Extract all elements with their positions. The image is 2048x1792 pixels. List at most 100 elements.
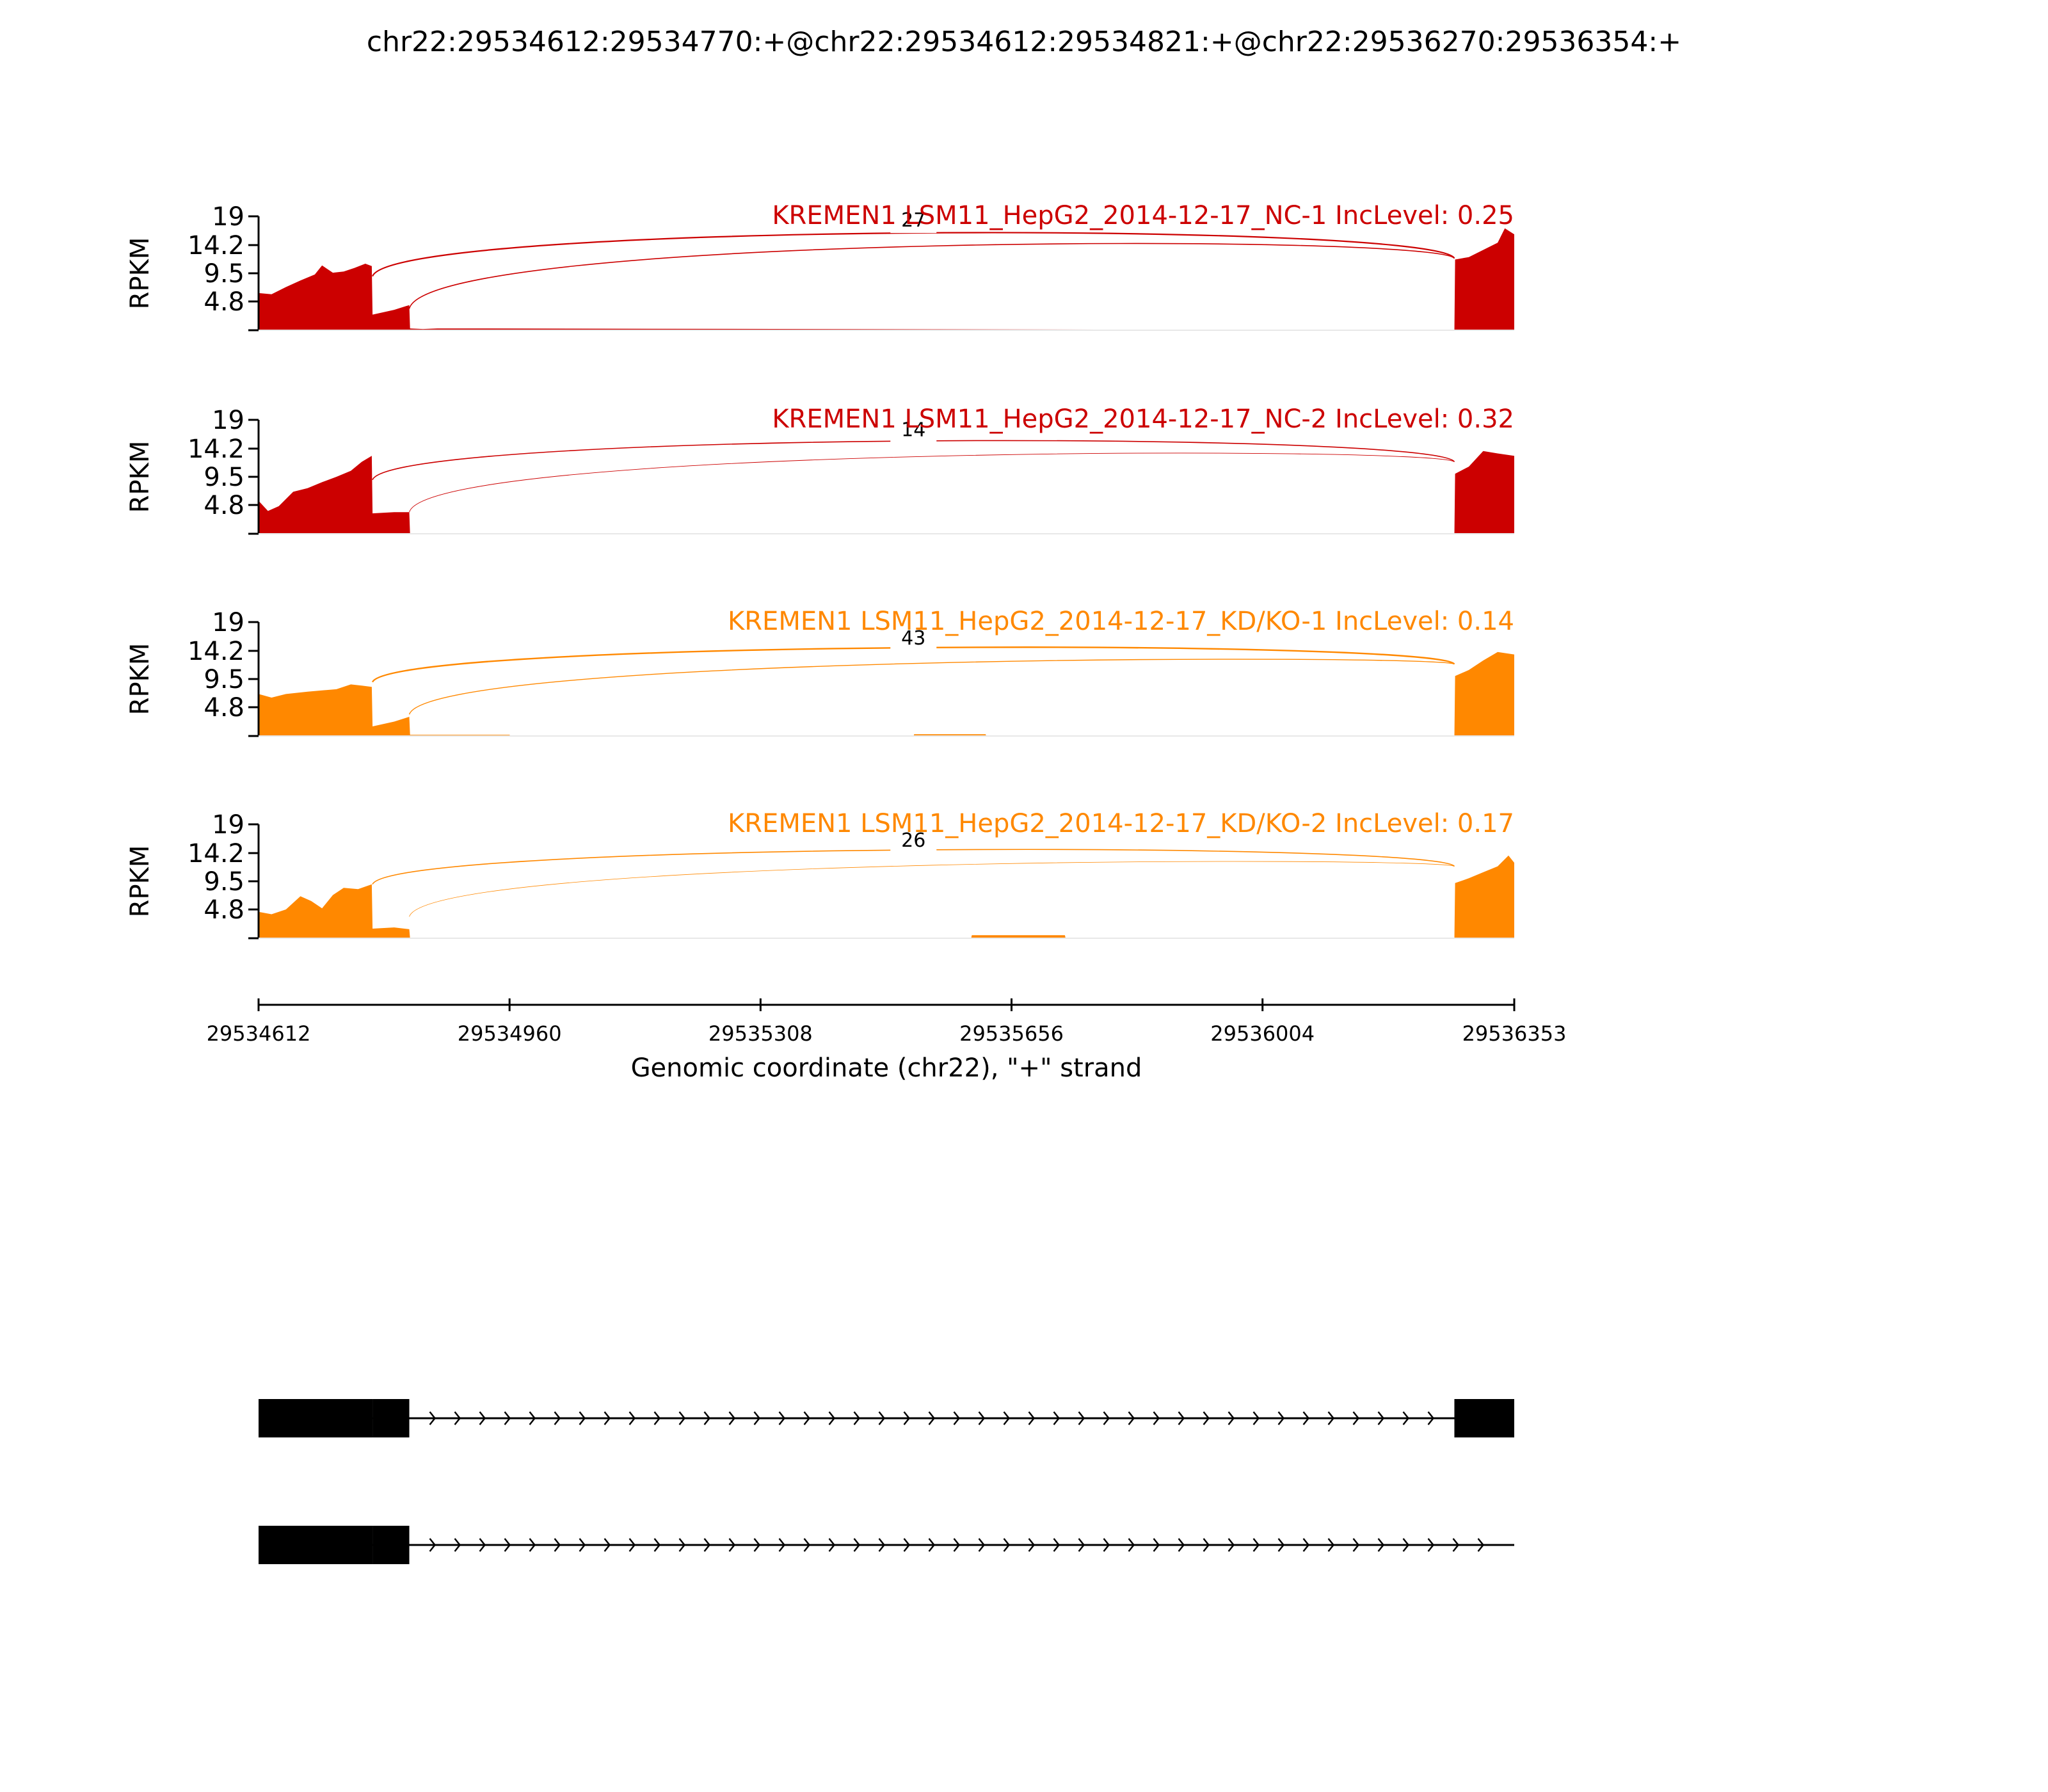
- strand-chevron: [429, 1411, 436, 1425]
- strand-chevron: [1053, 1411, 1060, 1425]
- strand-chevron: [953, 1538, 961, 1552]
- y-tick-label: 9.5: [204, 259, 244, 289]
- strand-chevron: [778, 1538, 786, 1552]
- strand-chevron: [753, 1538, 761, 1552]
- strand-chevron: [1427, 1538, 1435, 1552]
- strand-chevron: [778, 1411, 786, 1425]
- strand-chevron: [1103, 1538, 1110, 1552]
- y-tick-label: 19: [212, 608, 244, 637]
- y-tick-label: 9.5: [204, 463, 244, 492]
- strand-chevron: [454, 1411, 461, 1425]
- track-label: KREMEN1 LSM11_HepG2_2014-12-17_KD/KO-2 I…: [728, 809, 1514, 838]
- strand-chevron: [1402, 1411, 1410, 1425]
- coverage-area: [259, 451, 1514, 534]
- strand-chevron: [604, 1538, 611, 1552]
- strand-chevron: [1128, 1411, 1135, 1425]
- strand-chevron: [479, 1411, 486, 1425]
- strand-chevron: [1427, 1411, 1435, 1425]
- strand-chevron: [1078, 1411, 1085, 1425]
- strand-chevron: [1302, 1538, 1310, 1552]
- y-tick-label: 4.8: [204, 693, 244, 723]
- junction-label-bg: [890, 827, 937, 853]
- strand-chevron: [1153, 1411, 1160, 1425]
- strand-chevron: [529, 1411, 536, 1425]
- strand-chevron: [1477, 1538, 1485, 1552]
- strand-chevron: [878, 1411, 886, 1425]
- y-tick-label: 9.5: [204, 867, 244, 897]
- strand-chevron: [504, 1411, 511, 1425]
- y-tick-label: 19: [212, 202, 244, 232]
- y-tick-label: 4.8: [204, 895, 244, 925]
- strand-chevron: [1053, 1538, 1060, 1552]
- x-tick-label: 29534960: [458, 1021, 562, 1046]
- strand-chevron: [1377, 1538, 1385, 1552]
- strand-chevron: [1103, 1411, 1110, 1425]
- strand-chevron: [653, 1538, 661, 1552]
- strand-chevron: [903, 1411, 911, 1425]
- strand-chevron: [554, 1538, 561, 1552]
- junction-arc: [371, 646, 1455, 683]
- y-tick-label: 9.5: [204, 665, 244, 694]
- strand-chevron: [1252, 1538, 1260, 1552]
- x-axis: 29534612 29534960 29535308 29535656 29536004…: [207, 998, 1566, 1046]
- strand-chevron: [1327, 1411, 1335, 1425]
- strand-chevron: [803, 1538, 811, 1552]
- gene-model: [259, 1399, 1514, 1564]
- coverage-area: [259, 652, 1514, 736]
- junction-count: 14: [901, 419, 925, 441]
- strand-chevron: [1228, 1411, 1235, 1425]
- exon-block: [1454, 1399, 1514, 1437]
- junction-arc: [372, 440, 1455, 480]
- strand-chevron: [1003, 1411, 1011, 1425]
- strand-chevron: [1252, 1411, 1260, 1425]
- strand-chevron: [828, 1411, 836, 1425]
- junction-arc: [372, 232, 1455, 277]
- junction-arc: [408, 243, 1455, 309]
- strand-chevron: [1203, 1538, 1210, 1552]
- strand-chevron: [604, 1411, 611, 1425]
- strand-chevron: [828, 1538, 836, 1552]
- strand-chevron: [703, 1538, 711, 1552]
- exon-block: [372, 1399, 410, 1437]
- strand-chevron: [454, 1538, 461, 1552]
- strand-chevron: [579, 1411, 586, 1425]
- strand-chevron: [554, 1411, 561, 1425]
- strand-chevron: [628, 1411, 636, 1425]
- strand-chevron: [903, 1538, 911, 1552]
- junction-count: 26: [901, 829, 925, 852]
- coverage-area: [259, 228, 1514, 330]
- junction-label-bg: [890, 625, 937, 651]
- x-tick-label: 29535656: [959, 1021, 1064, 1046]
- y-tick-label: 4.8: [204, 287, 244, 317]
- strand-chevron: [1402, 1538, 1410, 1552]
- strand-chevron: [1128, 1538, 1135, 1552]
- strand-chevron: [953, 1411, 961, 1425]
- strand-chevron: [753, 1411, 761, 1425]
- y-tick-label: 14.2: [188, 839, 244, 868]
- exon-block: [259, 1526, 373, 1564]
- x-tick-label: 29535308: [708, 1021, 813, 1046]
- x-axis-label: Genomic coordinate (chr22), "+" strand: [631, 1053, 1142, 1083]
- strand-chevron: [1003, 1538, 1011, 1552]
- strand-chevron: [1377, 1411, 1385, 1425]
- y-axis-label: RPKM: [125, 643, 155, 716]
- strand-chevron: [1352, 1538, 1360, 1552]
- strand-chevron: [1228, 1538, 1235, 1552]
- exon-block: [372, 1526, 410, 1564]
- y-axis-label: RPKM: [125, 237, 155, 310]
- strand-chevron: [853, 1538, 861, 1552]
- y-tick-label: 14.2: [188, 231, 244, 260]
- strand-chevron: [1352, 1411, 1360, 1425]
- junction-label-bg: [890, 417, 937, 443]
- strand-chevron: [703, 1411, 711, 1425]
- strand-chevron: [1327, 1538, 1335, 1552]
- strand-chevron: [504, 1538, 511, 1552]
- strand-chevron: [978, 1411, 986, 1425]
- strand-chevron: [653, 1411, 661, 1425]
